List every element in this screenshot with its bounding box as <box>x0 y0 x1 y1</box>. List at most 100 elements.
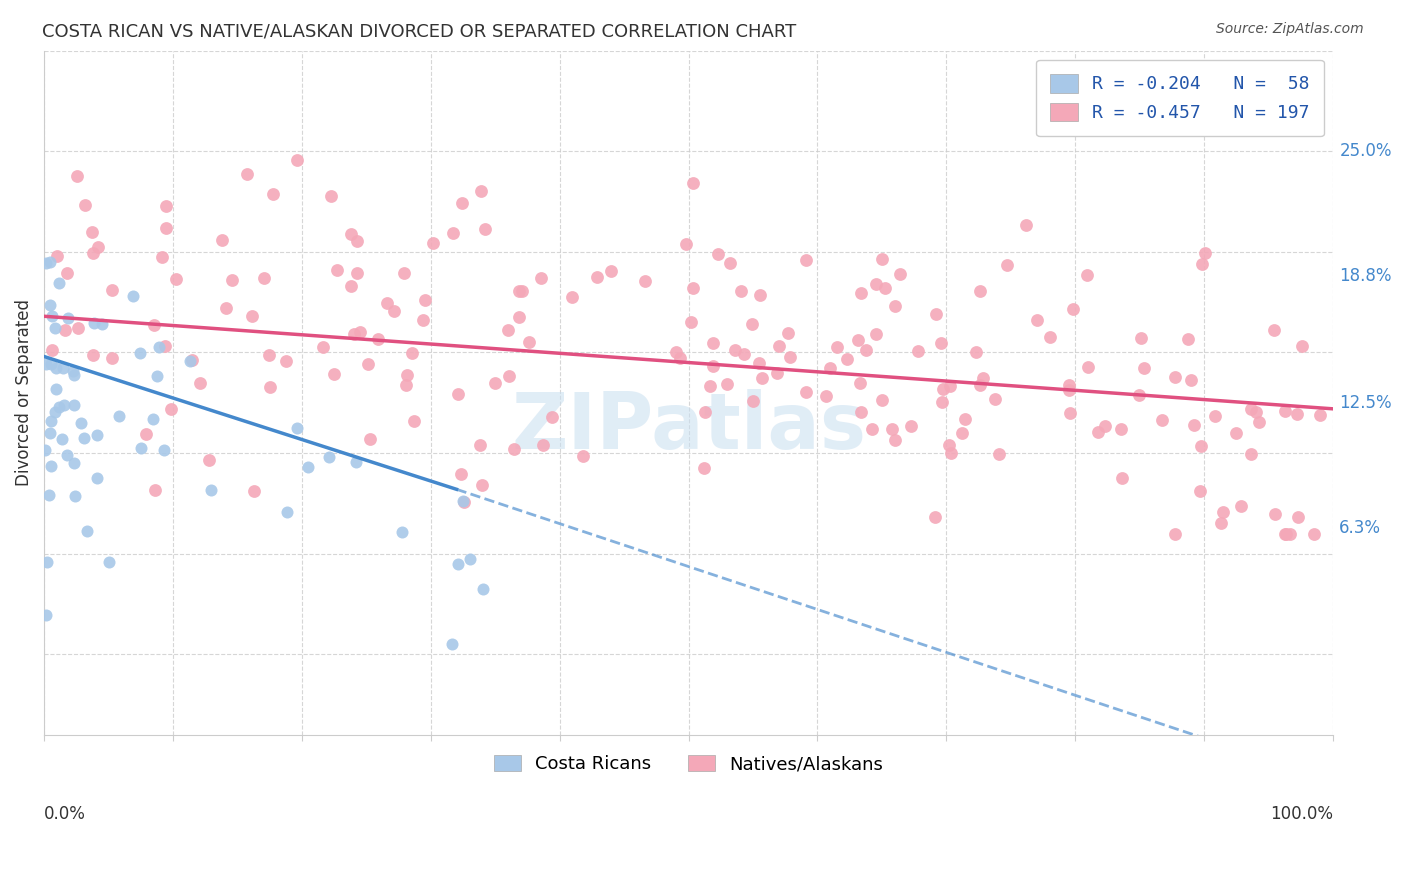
Point <box>741 318 763 332</box>
Point <box>323 367 346 381</box>
Point <box>1189 483 1212 498</box>
Point <box>453 495 475 509</box>
Point <box>848 376 870 391</box>
Point <box>159 402 181 417</box>
Point <box>262 186 284 201</box>
Point <box>682 177 704 191</box>
Point <box>440 637 463 651</box>
Point <box>1211 516 1233 530</box>
Point <box>276 505 298 519</box>
Point <box>794 252 817 267</box>
Point <box>1275 526 1298 541</box>
Point <box>458 552 481 566</box>
Point <box>502 442 524 456</box>
Point <box>152 442 174 457</box>
Point <box>599 264 621 278</box>
Point <box>1128 388 1150 402</box>
Point <box>447 558 470 572</box>
Point <box>450 196 472 211</box>
Point <box>972 371 994 385</box>
Point <box>1204 409 1226 423</box>
Point <box>1077 360 1099 375</box>
Point <box>865 277 887 292</box>
Point <box>391 525 413 540</box>
Point <box>1212 505 1234 519</box>
Point <box>274 353 297 368</box>
Point <box>1109 422 1132 436</box>
Point <box>51 432 73 446</box>
Y-axis label: Divorced or Separated: Divorced or Separated <box>15 299 32 486</box>
Point <box>1057 384 1080 398</box>
Point <box>768 339 790 353</box>
Point <box>855 343 877 357</box>
Point <box>48 401 70 415</box>
Point <box>1246 405 1268 419</box>
Point <box>155 199 177 213</box>
Point <box>484 376 506 390</box>
Point <box>447 386 470 401</box>
Point <box>1274 526 1296 541</box>
Point <box>62 364 84 378</box>
Point <box>312 340 335 354</box>
Point <box>66 169 89 184</box>
Point <box>297 460 319 475</box>
Point <box>468 438 491 452</box>
Point <box>1015 219 1038 233</box>
Point <box>1303 526 1326 541</box>
Point <box>849 405 872 419</box>
Legend: Costa Ricans, Natives/Alaskans: Costa Ricans, Natives/Alaskans <box>486 747 890 780</box>
Point <box>450 467 472 481</box>
Point <box>38 488 60 502</box>
Point <box>62 456 84 470</box>
Point <box>1182 418 1205 433</box>
Point <box>52 361 75 376</box>
Point <box>242 309 264 323</box>
Point <box>56 448 79 462</box>
Point <box>211 233 233 247</box>
Point <box>510 284 533 298</box>
Point <box>907 344 929 359</box>
Point <box>884 433 907 447</box>
Text: 12.5%: 12.5% <box>1340 393 1392 412</box>
Point <box>724 343 747 357</box>
Point <box>496 323 519 337</box>
Point <box>1025 313 1047 327</box>
Point <box>925 307 948 321</box>
Point <box>846 333 869 347</box>
Point <box>969 377 991 392</box>
Point <box>188 376 211 391</box>
Point <box>1240 401 1263 416</box>
Point <box>1164 370 1187 384</box>
Text: 0.0%: 0.0% <box>44 805 86 823</box>
Text: ZIPatlas: ZIPatlas <box>510 389 866 465</box>
Text: 100.0%: 100.0% <box>1270 805 1333 823</box>
Point <box>837 351 859 366</box>
Point <box>413 293 436 307</box>
Point <box>702 336 724 351</box>
Point <box>83 317 105 331</box>
Point <box>924 510 946 524</box>
Point <box>870 392 893 407</box>
Point <box>39 458 62 473</box>
Point <box>349 325 371 339</box>
Point <box>53 323 76 337</box>
Point <box>932 382 955 396</box>
Point <box>1249 415 1271 429</box>
Point <box>412 313 434 327</box>
Point <box>253 271 276 285</box>
Point <box>63 398 86 412</box>
Point <box>259 380 281 394</box>
Point <box>366 332 388 346</box>
Point <box>45 361 67 376</box>
Point <box>34 256 56 270</box>
Point <box>1278 526 1301 541</box>
Point <box>326 263 349 277</box>
Point <box>150 250 173 264</box>
Point <box>257 348 280 362</box>
Point <box>1087 425 1109 439</box>
Point <box>889 267 911 281</box>
Point <box>285 421 308 435</box>
Point <box>471 582 494 596</box>
Point <box>865 326 887 341</box>
Point <box>751 371 773 385</box>
